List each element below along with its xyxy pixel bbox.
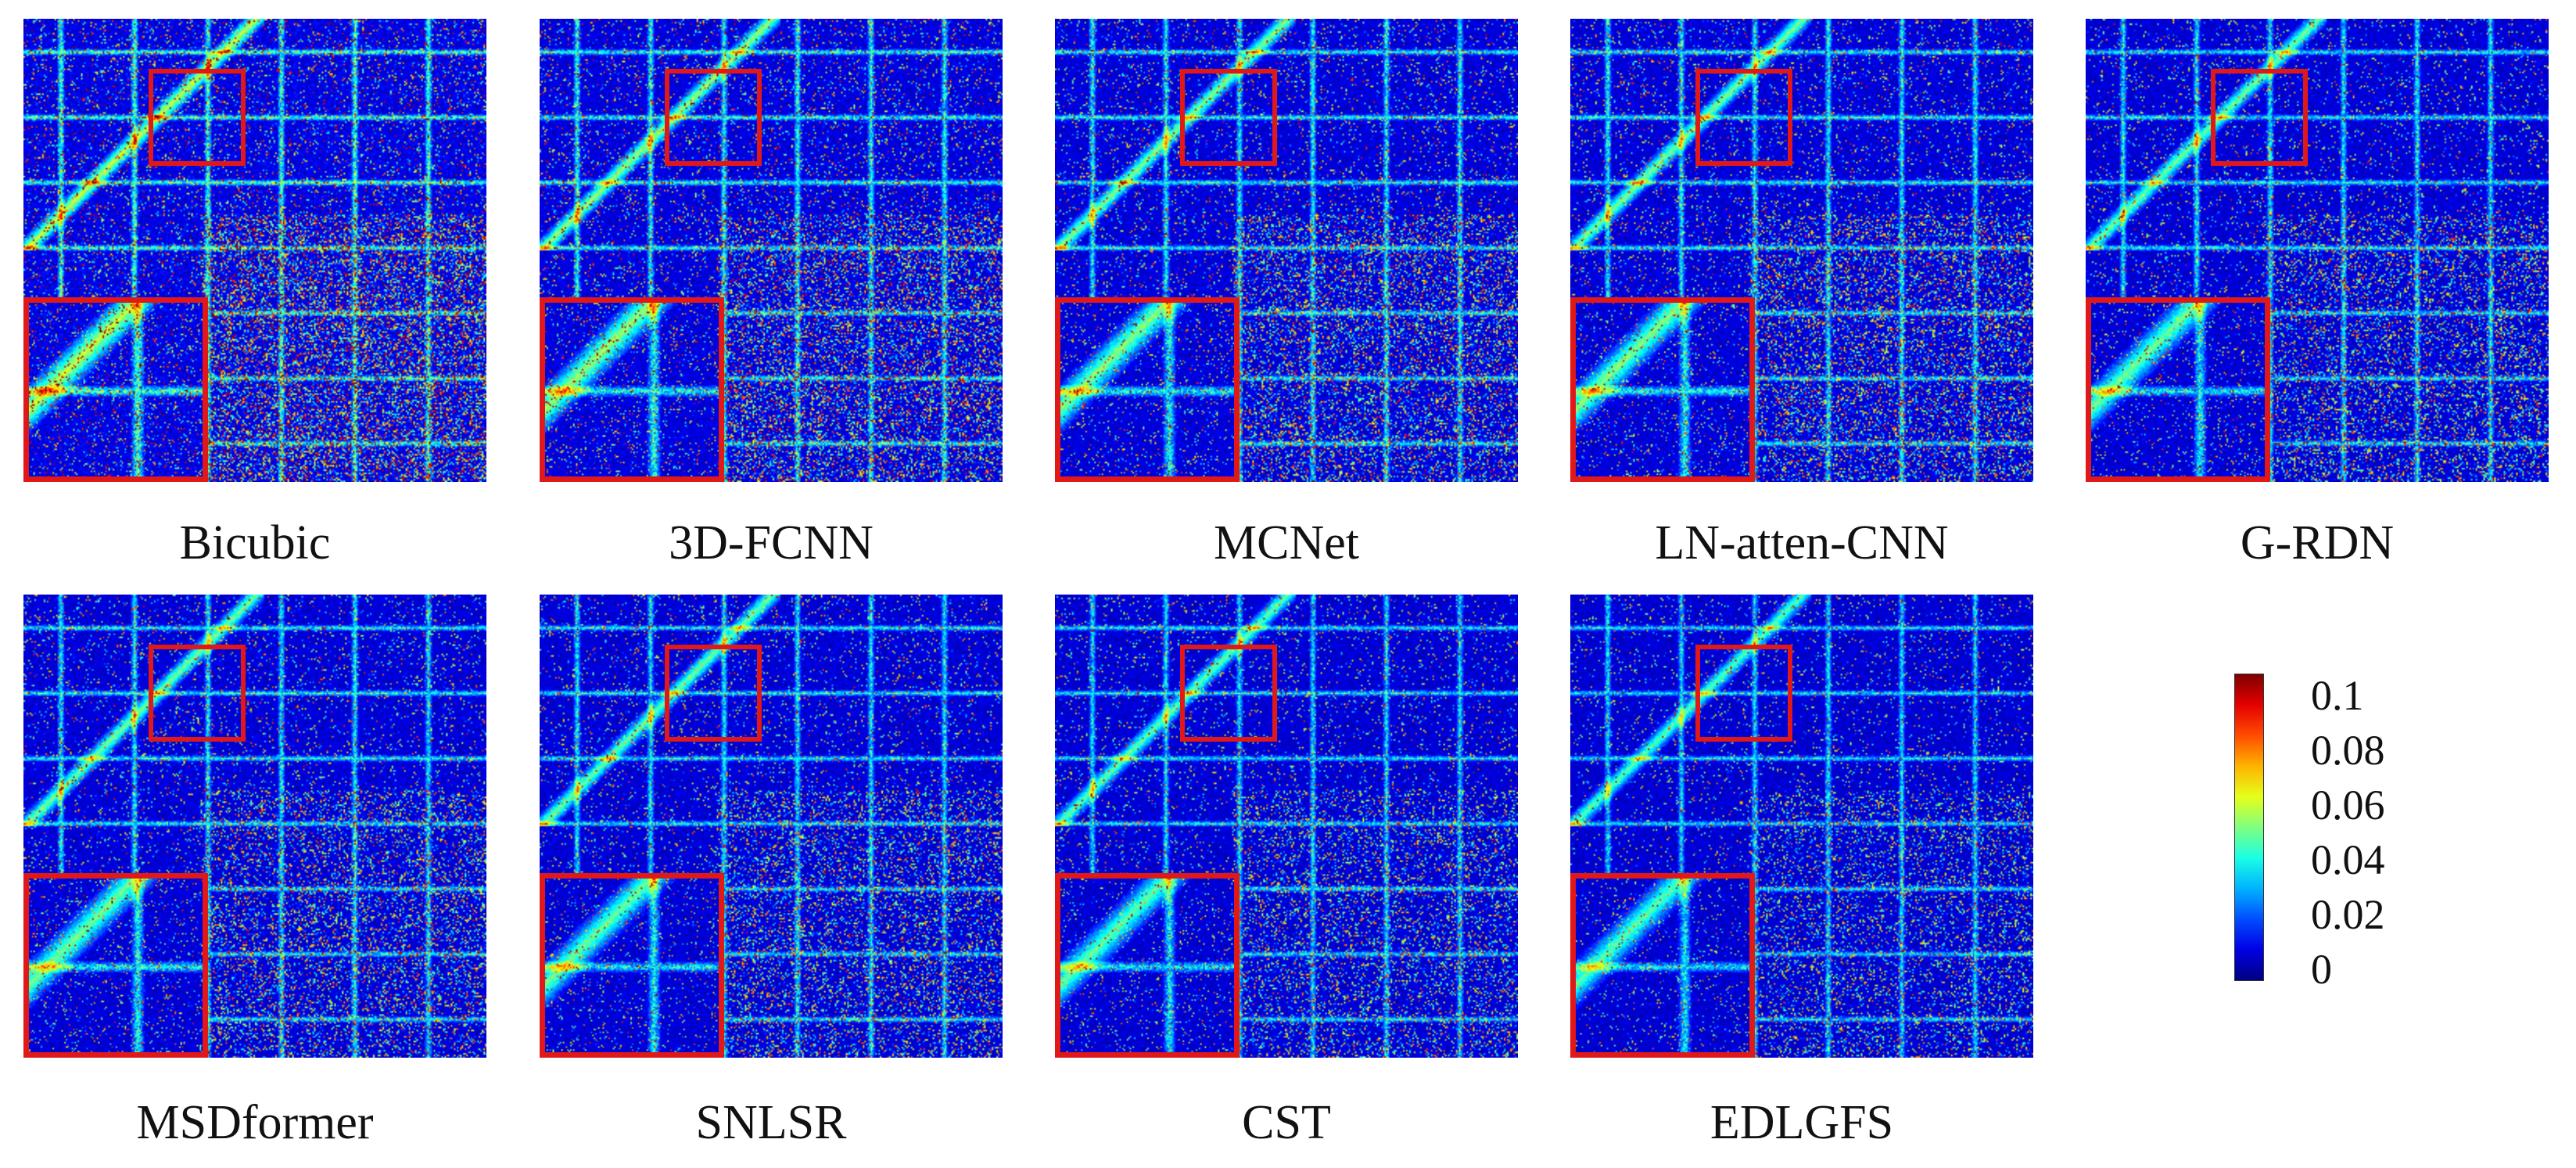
caption-bicubic: Bicubic xyxy=(179,516,331,570)
error-map-msdformer xyxy=(22,593,488,1059)
zoom-region-box xyxy=(1180,645,1277,742)
colorbar-tick-label: 0.04 xyxy=(2311,836,2385,883)
zoom-region-box xyxy=(1180,69,1277,166)
magnified-inset xyxy=(1570,297,1755,482)
inset-canvas xyxy=(545,303,719,476)
error-map-ln-atten-cnn xyxy=(1569,17,2035,483)
zoom-region-box xyxy=(149,69,246,166)
colorbar-tick-label: 0.06 xyxy=(2311,782,2385,828)
inset-canvas xyxy=(1576,879,1749,1052)
error-map-edlgfs xyxy=(1569,593,2035,1059)
magnified-inset xyxy=(1055,873,1240,1058)
zoom-region-box xyxy=(1695,69,1792,166)
magnified-inset xyxy=(1055,297,1240,482)
error-map-cst xyxy=(1053,593,1519,1059)
caption-ln-atten-cnn: LN-atten-CNN xyxy=(1655,516,1949,570)
zoom-region-box xyxy=(665,69,762,166)
error-map-g-rdn xyxy=(2084,17,2550,483)
magnified-inset xyxy=(1570,873,1755,1058)
zoom-region-box xyxy=(2211,69,2308,166)
inset-canvas xyxy=(29,879,203,1052)
error-map-3d-fcnn xyxy=(538,17,1004,483)
error-map-bicubic xyxy=(22,17,488,483)
magnified-inset xyxy=(23,873,208,1058)
error-map-mcnet xyxy=(1053,17,1519,483)
caption-edlgfs: EDLGFS xyxy=(1710,1096,1894,1149)
inset-canvas xyxy=(545,879,719,1052)
colorbar-tick-label: 0 xyxy=(2311,946,2332,993)
caption-cst: CST xyxy=(1242,1096,1331,1149)
colorbar-tick-label: 0.1 xyxy=(2311,672,2364,719)
inset-canvas xyxy=(29,303,203,476)
error-map-snlsr xyxy=(538,593,1004,1059)
magnified-inset xyxy=(23,297,208,482)
colorbar-gradient xyxy=(2234,674,2264,981)
caption-mcnet: MCNet xyxy=(1214,516,1359,570)
caption-snlsr: SNLSR xyxy=(695,1096,847,1149)
zoom-region-box xyxy=(665,645,762,742)
zoom-region-box xyxy=(149,645,246,742)
caption-g-rdn: G-RDN xyxy=(2240,516,2395,570)
inset-canvas xyxy=(2091,303,2265,476)
magnified-inset xyxy=(540,873,724,1058)
zoom-region-box xyxy=(1695,645,1792,742)
colorbar-tick-label: 0.02 xyxy=(2311,891,2385,938)
caption-msdformer: MSDformer xyxy=(136,1096,374,1149)
inset-canvas xyxy=(1060,303,1234,476)
inset-canvas xyxy=(1576,303,1749,476)
magnified-inset xyxy=(540,297,724,482)
inset-canvas xyxy=(1060,879,1234,1052)
magnified-inset xyxy=(2086,297,2270,482)
caption-3d-fcnn: 3D-FCNN xyxy=(669,516,874,570)
colorbar-tick-label: 0.08 xyxy=(2311,727,2385,774)
